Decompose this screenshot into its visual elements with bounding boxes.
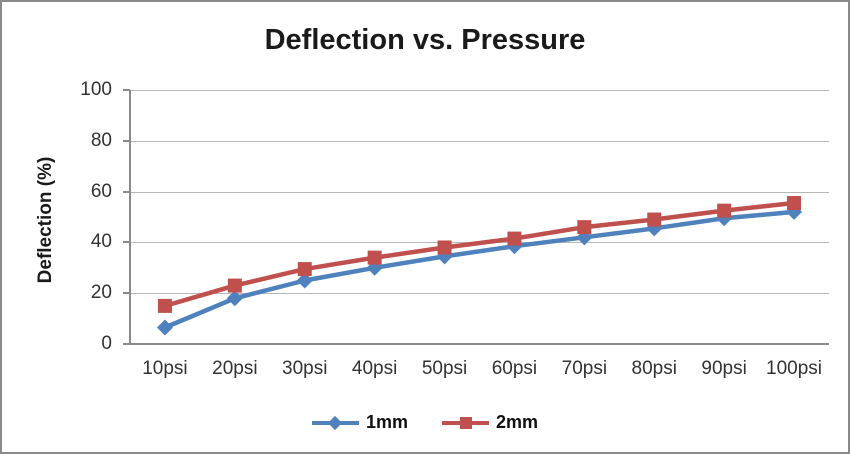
y-tick-label-60: 60 bbox=[90, 180, 112, 202]
y-axis-tick-80 bbox=[123, 139, 130, 142]
legend-sample-1mm bbox=[311, 415, 359, 431]
square-marker-2mm-40psi bbox=[367, 250, 382, 265]
y-tick-label-40: 40 bbox=[90, 231, 112, 253]
diamond-marker-1mm-10psi bbox=[156, 319, 173, 336]
x-tick-label-50psi: 50psi bbox=[421, 358, 468, 379]
gridline-60 bbox=[130, 191, 829, 193]
gridline-80 bbox=[130, 140, 829, 142]
x-tick-label-20psi: 20psi bbox=[212, 358, 258, 379]
legend-label-2mm: 2mm bbox=[496, 412, 539, 432]
data-series-plot bbox=[156, 196, 803, 336]
diamond-marker-1mm-90psi bbox=[716, 210, 733, 227]
square-marker-2mm-100psi bbox=[787, 196, 802, 211]
y-axis-tick-60 bbox=[123, 190, 130, 193]
square-marker-2mm-60psi bbox=[507, 231, 522, 246]
square-marker-2mm-70psi bbox=[577, 220, 592, 235]
square-marker-2mm-10psi bbox=[157, 298, 172, 313]
x-tick-label-10psi: 10psi bbox=[142, 358, 188, 379]
y-tick-label-20: 20 bbox=[90, 282, 112, 304]
legend-item-1mm: 1mm bbox=[311, 412, 408, 433]
square-marker-2mm-90psi bbox=[717, 203, 732, 218]
x-tick-label-90psi: 90psi bbox=[701, 358, 747, 379]
square-marker-2mm-30psi bbox=[297, 262, 312, 277]
gridline-100 bbox=[130, 90, 829, 91]
square-marker-2mm-50psi bbox=[437, 240, 452, 255]
y-axis-tick-labels: 0 20 40 60 80 100 bbox=[2, 80, 120, 354]
x-tick-label-70psi: 70psi bbox=[561, 358, 608, 379]
legend-square-icon bbox=[459, 416, 472, 429]
y-axis-tick-20 bbox=[123, 292, 130, 295]
x-axis-tick-labels: 10psi 20psi 30psi 40psi 50psi 60psi 70psi 80psi… bbox=[130, 358, 829, 382]
x-tick-label-40psi: 40psi bbox=[351, 358, 398, 379]
legend-sample-2mm bbox=[442, 415, 489, 431]
plot-area bbox=[123, 89, 829, 345]
series-2mm bbox=[157, 196, 802, 313]
legend-label-1mm: 1mm bbox=[365, 412, 408, 432]
legend-item-2mm: 2mm bbox=[442, 412, 538, 433]
y-axis-tick-100 bbox=[123, 89, 130, 91]
x-tick-label-80psi: 80psi bbox=[631, 358, 677, 379]
y-axis-tick-0 bbox=[123, 343, 130, 345]
diamond-marker-1mm-40psi bbox=[366, 259, 383, 276]
legend: 1mm 2mm bbox=[2, 412, 848, 433]
series-1mm bbox=[156, 203, 803, 336]
y-tick-label-100: 100 bbox=[80, 79, 112, 100]
series-line-2mm bbox=[164, 200, 795, 309]
y-tick-label-0: 0 bbox=[101, 333, 112, 354]
square-marker-2mm-20psi bbox=[227, 278, 242, 293]
series-line-1mm bbox=[164, 209, 795, 330]
x-tick-label-30psi: 30psi bbox=[282, 358, 328, 379]
diamond-marker-1mm-30psi bbox=[296, 272, 313, 289]
x-axis-line bbox=[130, 343, 829, 345]
gridline-20 bbox=[130, 293, 829, 295]
x-tick-label-100psi: 100psi bbox=[766, 358, 823, 379]
y-axis-line bbox=[129, 90, 131, 345]
diamond-marker-1mm-20psi bbox=[226, 290, 243, 307]
y-tick-label-80: 80 bbox=[90, 129, 112, 151]
y-axis-tick-40 bbox=[123, 241, 130, 244]
legend-diamond-icon bbox=[328, 415, 343, 430]
square-marker-2mm-80psi bbox=[647, 212, 662, 227]
chart-title: Deflection vs. Pressure bbox=[264, 24, 586, 56]
x-tick-label-60psi: 60psi bbox=[491, 358, 538, 379]
